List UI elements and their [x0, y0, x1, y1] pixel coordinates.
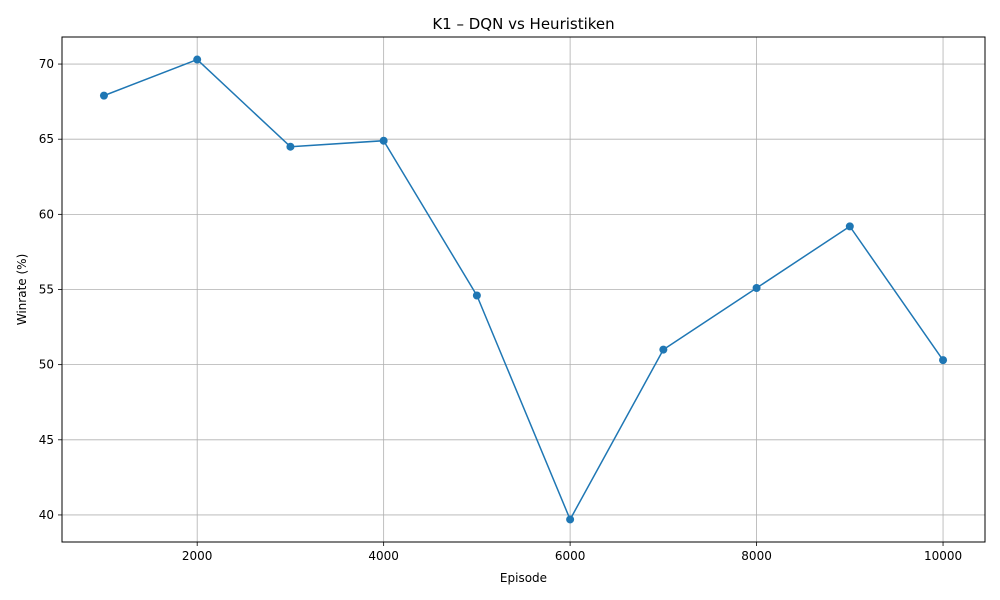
y-tick-label: 70: [39, 57, 54, 71]
tick-layer: 2000 4000 6000 8000 10000 40 45 50 55 60 65 70: [39, 57, 962, 563]
data-point: [193, 55, 202, 64]
series-layer: [99, 55, 948, 524]
y-tick-label: 65: [39, 132, 54, 146]
x-tick-label: 6000: [555, 549, 586, 563]
data-point: [472, 291, 481, 300]
y-axis-label: Winrate (%): [15, 254, 29, 326]
chart-title: K1 – DQN vs Heuristiken: [432, 15, 614, 33]
data-point: [939, 356, 948, 365]
x-tick-label: 4000: [368, 549, 399, 563]
y-tick-label: 60: [39, 207, 54, 221]
y-tick-label: 55: [39, 283, 54, 297]
data-point: [99, 91, 108, 100]
x-tick-label: 8000: [741, 549, 772, 563]
x-tick-label: 10000: [924, 549, 962, 563]
y-tick-label: 40: [39, 508, 54, 522]
data-point: [379, 136, 388, 145]
data-point: [566, 515, 575, 524]
grid-layer: [62, 37, 985, 542]
data-point: [845, 222, 854, 231]
data-point: [659, 345, 668, 354]
x-tick-label: 2000: [182, 549, 213, 563]
data-point: [752, 283, 761, 292]
y-tick-label: 45: [39, 433, 54, 447]
series-line: [103, 58, 944, 521]
data-point: [286, 142, 295, 151]
x-axis-label: Episode: [500, 571, 547, 585]
y-tick-label: 50: [39, 358, 54, 372]
